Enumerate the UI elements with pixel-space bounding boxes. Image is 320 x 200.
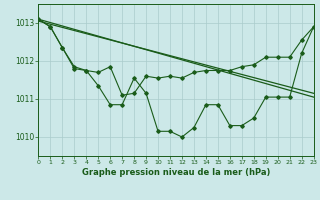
X-axis label: Graphe pression niveau de la mer (hPa): Graphe pression niveau de la mer (hPa) [82,168,270,177]
